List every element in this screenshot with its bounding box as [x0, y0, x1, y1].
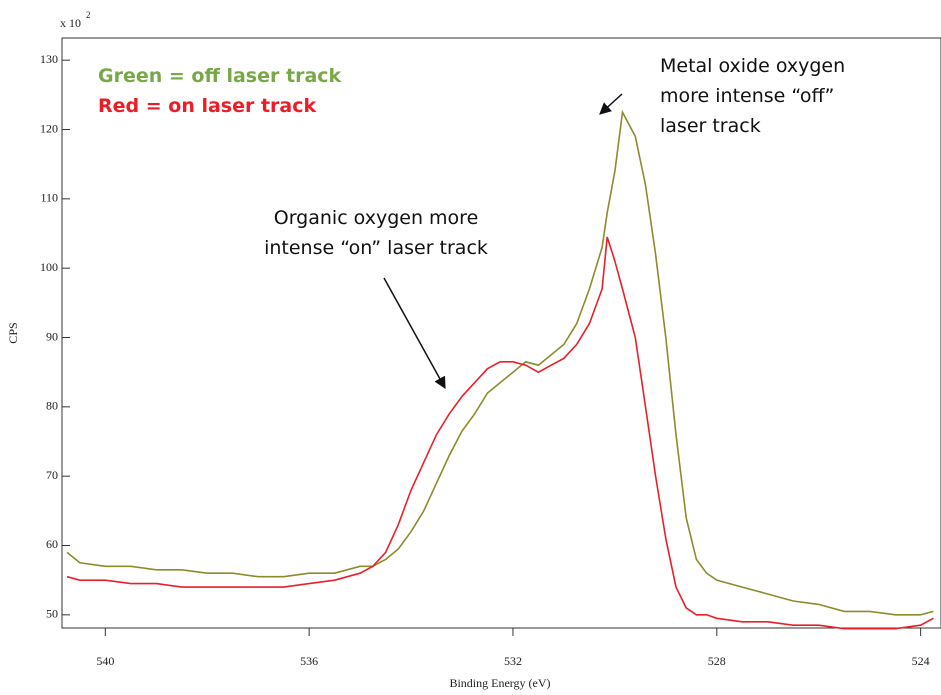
annotation-arrow	[383, 277, 446, 390]
x-axis-title: Binding Energy (eV)	[449, 676, 550, 690]
y-tick-label: 110	[40, 191, 58, 205]
y-tick-label: 60	[46, 537, 58, 551]
y-tick-label: 130	[40, 52, 58, 66]
legend-entry: Green = off laser track	[98, 65, 342, 87]
annotation: Organic oxygen more	[274, 207, 479, 229]
annotation: intense “on” laser track	[264, 237, 488, 259]
y-scale-exponent: 2	[86, 10, 91, 20]
y-tick-label: 100	[40, 260, 58, 274]
annotation: laser track	[660, 115, 761, 137]
y-tick-label: 50	[46, 607, 58, 621]
legend-entry: Red = on laser track	[98, 95, 317, 117]
x-tick-label: 528	[708, 654, 726, 668]
x-tick-label: 536	[300, 654, 318, 668]
annotation: more intense “off”	[660, 85, 834, 107]
y-tick-label: 70	[46, 468, 58, 482]
y-tick-label: 120	[40, 121, 58, 135]
x-tick-label: 532	[504, 654, 522, 668]
data-line	[66, 109, 934, 616]
y-tick-label: 80	[46, 399, 58, 413]
y-scale-label: x 10	[60, 16, 81, 30]
y-axis-title: CPS	[6, 322, 20, 343]
annotation-arrow	[599, 93, 623, 115]
plot-frame	[61, 37, 941, 629]
x-tick-label: 524	[912, 654, 930, 668]
y-tick-label: 90	[46, 329, 58, 343]
data-line	[66, 236, 934, 630]
annotation: Metal oxide oxygen	[660, 55, 845, 77]
x-tick-label: 540	[96, 654, 114, 668]
